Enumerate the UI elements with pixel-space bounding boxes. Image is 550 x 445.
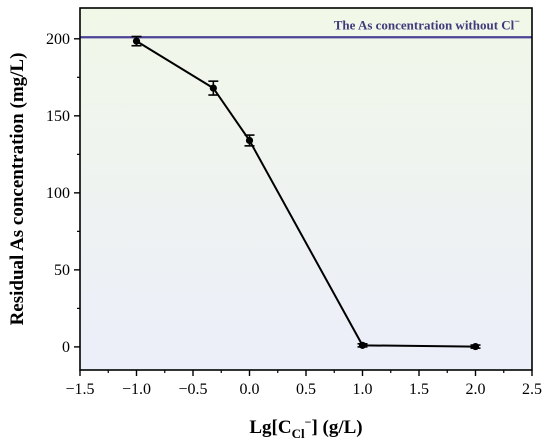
data-point xyxy=(358,341,367,349)
x-tick-label: 2.5 xyxy=(522,381,542,398)
x-axis-title-tail: ] (g/L) xyxy=(311,417,362,438)
x-tick-label: 1.0 xyxy=(353,381,373,398)
x-tick-label: 0.5 xyxy=(296,381,316,398)
data-point xyxy=(471,342,480,351)
y-tick-label: 0 xyxy=(62,339,70,356)
x-axis-title-main: Lg[C xyxy=(249,417,291,438)
x-tick-label: 1.5 xyxy=(409,381,429,398)
y-tick-label: 200 xyxy=(46,31,70,48)
x-axis-title-sup: − xyxy=(305,415,312,429)
y-tick-label: 100 xyxy=(46,185,70,202)
x-axis-title: Lg[CCl−] (g/L) xyxy=(249,415,362,441)
x-tick-label: −0.5 xyxy=(178,381,207,398)
x-tick-label: −1.0 xyxy=(122,381,151,398)
reference-line-label-main: The As concentration without Cl xyxy=(334,17,515,32)
data-point xyxy=(132,37,141,45)
y-axis-title: Residual As concentration (mg/L) xyxy=(7,53,28,326)
x-axis-title-sub: Cl xyxy=(292,426,305,441)
reference-line-label: The As concentration without Cl− xyxy=(334,16,521,32)
plot-area xyxy=(80,8,532,370)
x-tick-label: 2.0 xyxy=(466,381,486,398)
reference-line-label-sup: − xyxy=(514,16,520,27)
y-tick-label: 150 xyxy=(46,108,70,125)
x-tick-label: 0.0 xyxy=(240,381,260,398)
data-point xyxy=(209,84,217,92)
data-point xyxy=(245,136,254,145)
y-tick-label: 50 xyxy=(54,262,70,279)
x-tick-label: −1.5 xyxy=(65,381,94,398)
